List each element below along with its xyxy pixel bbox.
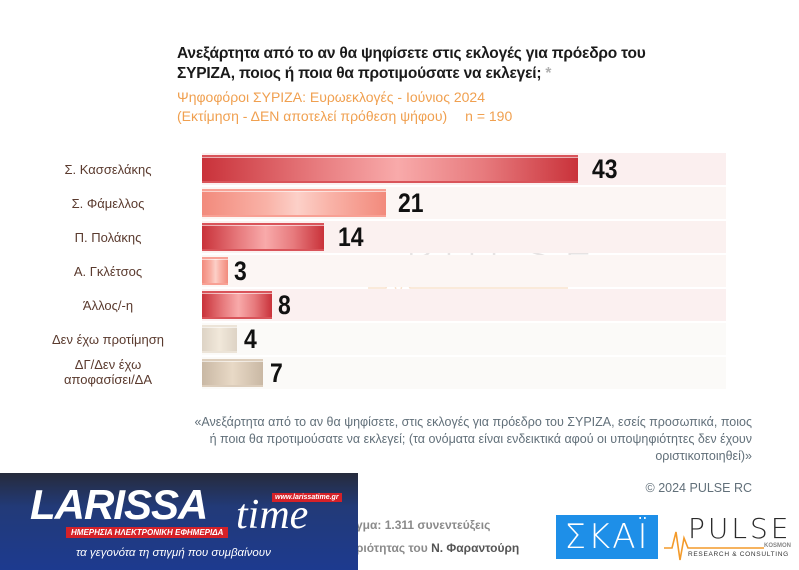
bar-gkletsos — [202, 257, 228, 285]
larissatime-name: LARISSA — [30, 481, 208, 528]
bar-chart: Σ. Κασσελάκης 43 Σ. Φάμελλος 21 Π. Πολάκ… — [0, 150, 799, 395]
sample-size: n = 190 — [465, 108, 513, 124]
row-label-undecided: ΔΓ/Δεν έχω αποφασίσει/ΔΑ — [30, 357, 186, 387]
value-no-preference: 4 — [244, 324, 257, 354]
value-polakis: 14 — [338, 222, 364, 252]
bar-famellos — [202, 189, 386, 217]
chart-title: Ανεξάρτητα από το αν θα ψηφίσετε στις εκ… — [177, 44, 647, 84]
methodology-author: ριότητας του Ν. Φαραντούρη — [356, 541, 519, 555]
row-background — [202, 255, 726, 287]
larissatime-tagline: ΗΜΕΡΗΣΙΑ ΗΛΕΚΤΡΟΝΙΚΗ ΕΦΗΜΕΡΙΔΑ — [66, 527, 229, 538]
row-background — [202, 357, 726, 389]
question-footnote: «Ανεξάρτητα από το αν θα ψηφίσετε, στις … — [194, 415, 752, 463]
value-other: 8 — [278, 290, 291, 320]
subtitle-line-2: (Εκτίμηση - ΔΕΝ αποτελεί πρόθεση ψήφου) n… — [177, 107, 512, 126]
chart-title-text: Ανεξάρτητα από το αν θα ψηφίσετε στις εκ… — [177, 45, 646, 82]
row-label-other: Άλλος/-η — [82, 298, 134, 313]
bar-kasselakis — [202, 155, 578, 183]
bar-no-preference — [202, 325, 237, 353]
row-label-gkletsos: Α. Γκλέτσος — [73, 264, 143, 279]
larissatime-time: time — [236, 492, 309, 538]
chart-subtitle: Ψηφοφόροι ΣΥΡΙΖΑ: Ευρωεκλογές - Ιούνιος … — [177, 88, 512, 126]
copyright: © 2024 PULSE RC — [645, 481, 752, 495]
methodology-prefix: ριότητας του — [356, 541, 432, 555]
row-background — [202, 289, 726, 321]
pulse-logo-sub: RESEARCH & CONSULTING — [688, 551, 789, 558]
methodology-sample: γμα: 1.311 συνεντεύξεις — [356, 518, 491, 532]
value-gkletsos: 3 — [234, 256, 247, 286]
row-label-undecided-line1: ΔΓ/Δεν έχω — [74, 357, 142, 372]
value-undecided: 7 — [270, 358, 283, 388]
row-label-no-preference: Δεν έχω προτίμηση — [51, 332, 165, 347]
value-kasselakis: 43 — [592, 154, 618, 184]
pulse-heartbeat-icon — [664, 531, 764, 561]
estimate-note: (Εκτίμηση - ΔΕΝ αποτελεί πρόθεση ψήφου) — [177, 108, 448, 124]
row-label-kasselakis: Σ. Κασσελάκης — [64, 162, 152, 177]
pulse-logo-kosmon: KOSMON — [764, 543, 791, 549]
bar-other — [202, 291, 272, 319]
larissatime-banner[interactable]: LARISSA www.larissatime.gr time ΗΜΕΡΗΣΙΑ… — [0, 473, 358, 570]
row-label-famellos: Σ. Φάμελλος — [71, 196, 145, 211]
skai-logo: ΣΚΑΪ — [556, 515, 658, 559]
row-label-polakis: Π. Πολάκης — [74, 230, 142, 245]
row-label-undecided-line2: αποφασίσει/ΔΑ — [63, 372, 153, 387]
larissatime-url: www.larissatime.gr — [272, 493, 342, 502]
pulse-logo: PULSE KOSMON RESEARCH & CONSULTING — [664, 514, 792, 562]
subtitle-line-1: Ψηφοφόροι ΣΥΡΙΖΑ: Ευρωεκλογές - Ιούνιος … — [177, 89, 485, 105]
larissatime-slogan: τα γεγονότα τη στιγμή που συμβαίνουν — [76, 547, 271, 559]
author-name: Ν. Φαραντούρη — [431, 541, 520, 555]
asterisk-icon: * — [545, 65, 552, 82]
value-famellos: 21 — [398, 188, 424, 218]
row-background — [202, 323, 726, 355]
bar-polakis — [202, 223, 324, 251]
pulse-logo-word: PULSE — [688, 512, 792, 545]
bar-undecided — [202, 359, 263, 387]
